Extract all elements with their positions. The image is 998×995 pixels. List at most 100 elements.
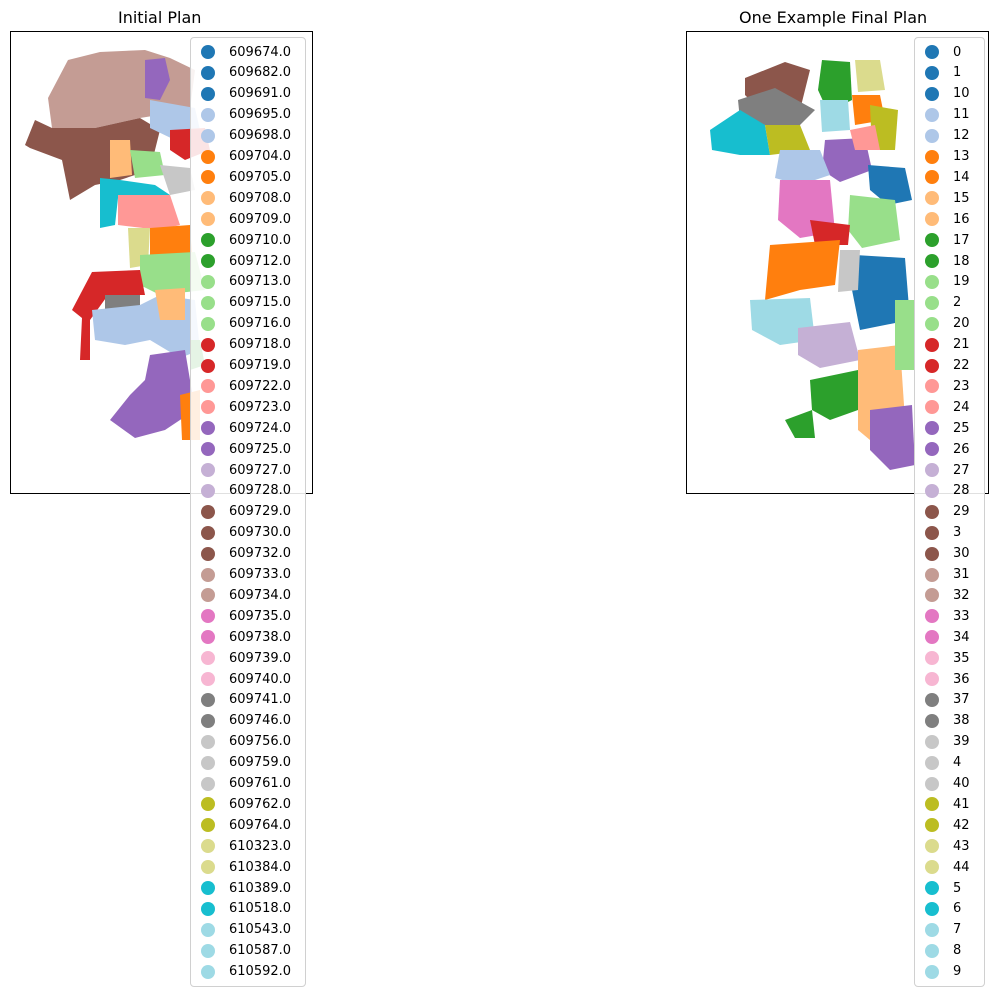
legend-item: 610389.0: [201, 878, 291, 898]
legend-item: 609723.0: [201, 397, 291, 417]
final-plan-title: One Example Final Plan: [739, 8, 928, 27]
legend-label: 609756.0: [229, 734, 292, 750]
legend-label: 12: [953, 128, 970, 144]
legend-item: 5: [925, 878, 961, 898]
legend-item: 3: [925, 523, 961, 543]
legend-item: 28: [925, 481, 970, 501]
legend-marker-icon: [925, 337, 939, 352]
legend-item: 29: [925, 502, 970, 522]
legend-item: 13: [925, 147, 970, 167]
legend-marker-icon: [201, 45, 215, 59]
legend-item: 14: [925, 167, 970, 187]
legend-label: 609725.0: [229, 441, 292, 457]
legend-marker-icon: [925, 797, 939, 812]
legend-label: 609716.0: [229, 316, 292, 332]
legend-item: 609741.0: [201, 690, 291, 710]
legend-item: 16: [925, 209, 970, 229]
legend-label: 13: [953, 149, 970, 164]
legend-marker-icon: [925, 630, 939, 645]
legend-marker-icon: [925, 316, 939, 331]
legend-marker-icon: [201, 818, 215, 833]
legend-label: 610518.0: [229, 901, 292, 917]
legend-label: 609746.0: [229, 713, 292, 729]
legend-label: 609735.0: [229, 608, 292, 624]
legend-item: 609709.0: [201, 209, 291, 229]
legend-label: 31: [953, 567, 970, 582]
legend-item: 609730.0: [201, 523, 291, 543]
legend-label: 9: [953, 964, 962, 980]
legend-marker-icon: [925, 672, 939, 686]
legend-marker-icon: [925, 567, 939, 582]
legend-label: 609732.0: [229, 546, 292, 562]
legend-marker-icon: [201, 149, 215, 164]
legend-label: 39: [953, 734, 970, 750]
legend-item: 35: [925, 648, 970, 668]
legend-item: 24: [925, 397, 970, 417]
legend-item: 609764.0: [201, 815, 291, 835]
legend-label: 2: [953, 295, 962, 311]
legend-item: 609761.0: [201, 774, 291, 794]
legend-item: 609713.0: [201, 272, 291, 292]
legend-label: 609715.0: [229, 295, 292, 311]
legend-marker-icon: [201, 337, 215, 352]
legend-label: 609709.0: [229, 211, 292, 227]
legend-marker-icon: [925, 128, 939, 143]
legend-marker-icon: [925, 107, 939, 122]
legend-item: 609712.0: [201, 251, 291, 271]
legend-item: 15: [925, 188, 970, 208]
legend-marker-icon: [925, 295, 939, 310]
legend-item: 609739.0: [201, 648, 291, 668]
legend-item: 34: [925, 627, 970, 647]
legend-label: 609759.0: [229, 755, 292, 771]
initial-plan-legend: 609674.0 609682.0 609691.0 609695.0 609698.0…: [190, 37, 306, 987]
legend-marker-icon: [201, 316, 215, 331]
legend-marker-icon: [201, 922, 215, 937]
legend-item: 609727.0: [201, 460, 291, 480]
legend-label: 41: [953, 796, 970, 812]
legend-label: 24: [953, 399, 970, 415]
legend-marker-icon: [925, 504, 939, 519]
legend-item: 20: [925, 314, 970, 334]
legend-item: 11: [925, 105, 970, 125]
legend-label: 4: [953, 755, 962, 771]
legend-item: 1: [925, 63, 961, 83]
legend-marker-icon: [201, 274, 215, 289]
legend-label: 3: [953, 525, 962, 541]
legend-item: 44: [925, 857, 970, 877]
legend-item: 7: [925, 920, 961, 940]
legend-marker-icon: [201, 128, 215, 143]
legend-item: 609715.0: [201, 293, 291, 313]
final-plan-districts: [710, 60, 915, 470]
legend-marker-icon: [925, 65, 939, 80]
legend-item: 609732.0: [201, 544, 291, 564]
legend-marker-icon: [201, 630, 215, 645]
legend-label: 610592.0: [229, 964, 292, 980]
legend-marker-icon: [201, 483, 215, 498]
legend-item: 19: [925, 272, 970, 292]
legend-item: 22: [925, 356, 970, 376]
legend-item: 42: [925, 815, 970, 835]
legend-label: 18: [953, 253, 970, 269]
legend-label: 33: [953, 608, 970, 624]
legend-label: 609740.0: [229, 671, 292, 687]
legend-label: 10: [953, 86, 970, 102]
legend-label: 610384.0: [229, 859, 292, 875]
legend-marker-icon: [925, 525, 939, 540]
legend-marker-icon: [201, 233, 215, 248]
legend-label: 609710.0: [229, 232, 292, 248]
legend-marker-icon: [925, 651, 939, 666]
legend-label: 34: [953, 629, 970, 645]
initial-plan-districts: [25, 50, 210, 440]
legend-label: 609682.0: [229, 65, 292, 81]
legend-label: 0: [953, 44, 962, 60]
legend-label: 609719.0: [229, 358, 292, 373]
legend-marker-icon: [201, 839, 215, 854]
legend-marker-icon: [925, 943, 939, 958]
legend-item: 10: [925, 84, 970, 104]
legend-item: 2: [925, 293, 961, 313]
legend-item: 0: [925, 42, 961, 62]
legend-item: 31: [925, 565, 970, 585]
initial-plan-title: Initial Plan: [118, 8, 202, 27]
legend-item: 4: [925, 753, 961, 773]
legend-marker-icon: [925, 483, 939, 498]
